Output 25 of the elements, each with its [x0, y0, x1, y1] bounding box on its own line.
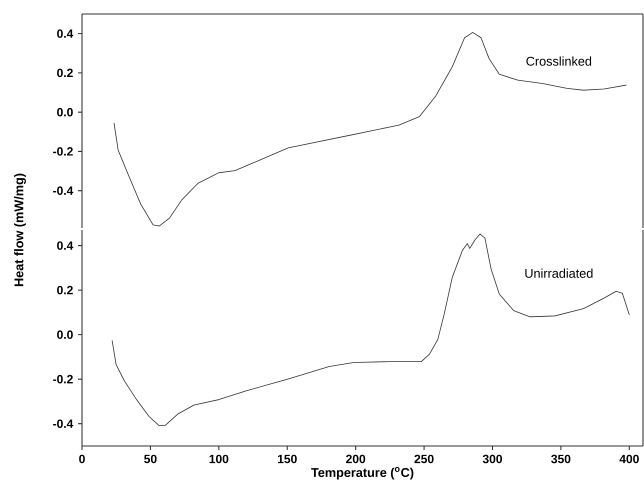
x-axis-title: Temperature ($^{o}$C)	[311, 467, 414, 480]
x-tick-label: 150	[278, 454, 297, 464]
x-tick-label: 0	[79, 454, 85, 464]
y-tick-label: 0.4	[57, 241, 74, 250]
x-tick-label: 50	[144, 454, 157, 464]
series-label: Crosslinked	[526, 56, 592, 66]
x-tick-label: 200	[346, 454, 366, 464]
series-label: Unirradiated	[525, 268, 593, 278]
y-axis-title: Heat flow (mW/mg)	[14, 174, 26, 286]
y-tick-label: 0.4	[57, 29, 74, 38]
line-series	[114, 32, 627, 226]
y-tick-label: -0.4	[53, 186, 74, 195]
x-tick-label: 100	[210, 454, 228, 464]
x-tick-label: 400	[619, 454, 639, 464]
x-tick-label: 350	[551, 454, 570, 464]
x-tick-label: 250	[414, 454, 434, 464]
y-tick-label: 0.2	[57, 68, 73, 78]
y-tick-label: -0.4	[53, 419, 74, 428]
y-tick-label: 0.0	[57, 108, 73, 116]
line-series	[112, 234, 630, 426]
y-tick-label: -0.2	[53, 374, 73, 384]
y-tick-label: 0.2	[57, 286, 73, 294]
y-tick-label: -0.2	[53, 147, 73, 156]
y-tick-label: 0.0	[57, 330, 73, 339]
x-tick-label: 300	[482, 454, 502, 464]
